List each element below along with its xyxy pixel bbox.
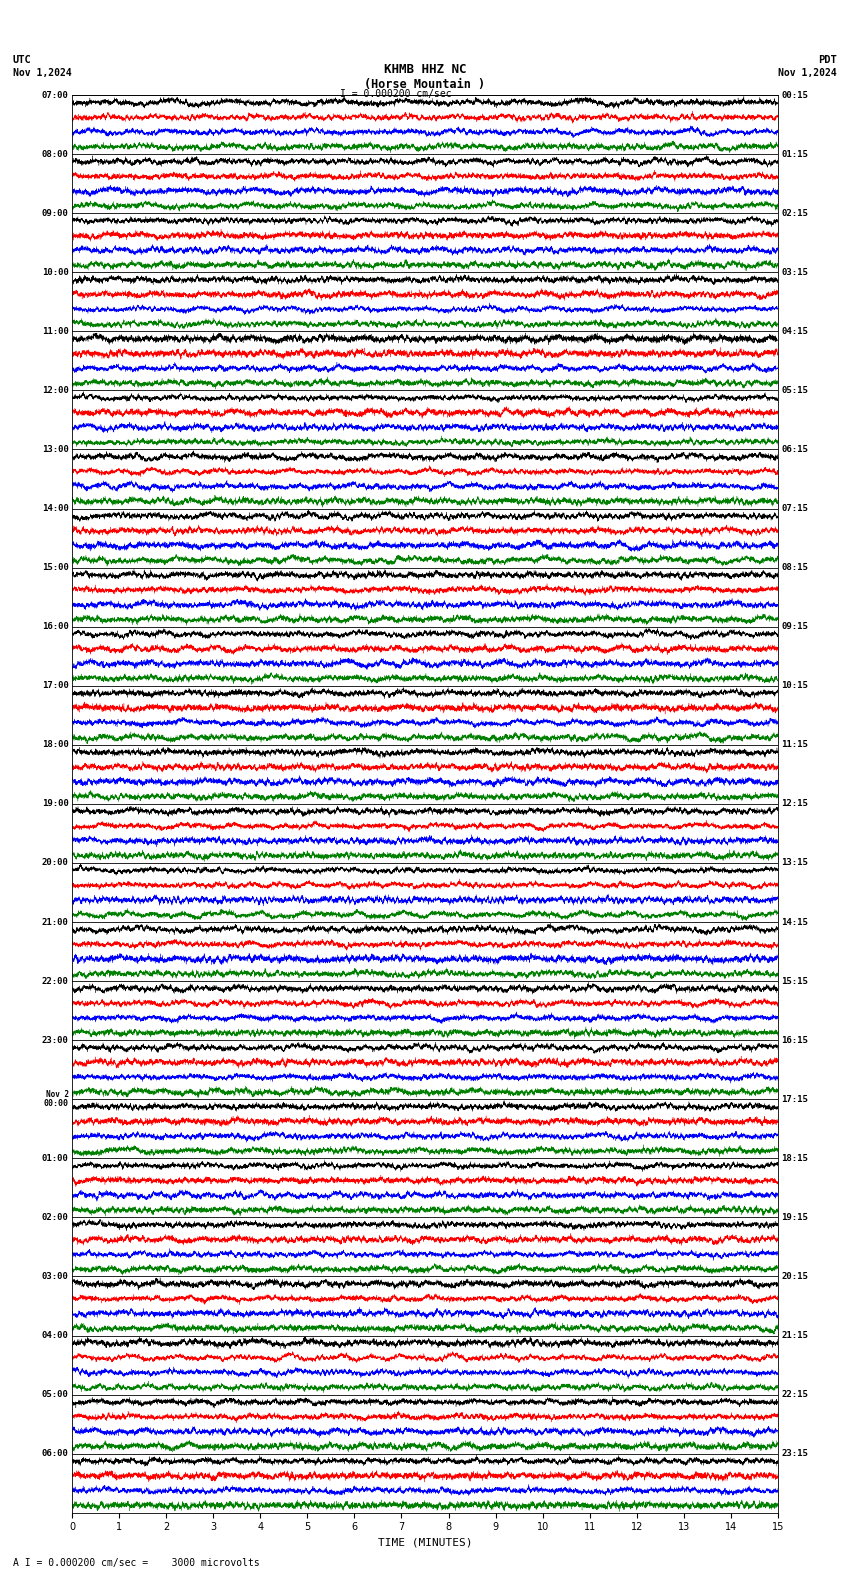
Text: 22:00: 22:00 [42, 977, 69, 985]
Text: 17:00: 17:00 [42, 681, 69, 691]
Text: 06:00: 06:00 [42, 1449, 69, 1459]
Text: 10:15: 10:15 [781, 681, 808, 691]
Text: 09:15: 09:15 [781, 623, 808, 630]
Text: 15:00: 15:00 [42, 562, 69, 572]
Text: 19:15: 19:15 [781, 1213, 808, 1221]
Text: 22:15: 22:15 [781, 1391, 808, 1399]
Text: 01:15: 01:15 [781, 149, 808, 158]
Text: 10:00: 10:00 [42, 268, 69, 277]
Text: 13:15: 13:15 [781, 859, 808, 868]
Text: 14:15: 14:15 [781, 917, 808, 927]
Text: 04:00: 04:00 [42, 1331, 69, 1340]
Text: 05:15: 05:15 [781, 386, 808, 394]
Text: I = 0.000200 cm/sec: I = 0.000200 cm/sec [340, 89, 451, 98]
Text: 06:15: 06:15 [781, 445, 808, 455]
Text: 16:15: 16:15 [781, 1036, 808, 1045]
Text: 15:15: 15:15 [781, 977, 808, 985]
Text: 00:00: 00:00 [43, 1099, 69, 1109]
Text: 05:00: 05:00 [42, 1391, 69, 1399]
Text: 14:00: 14:00 [42, 504, 69, 513]
Text: 12:15: 12:15 [781, 800, 808, 808]
Text: 20:15: 20:15 [781, 1272, 808, 1281]
Text: 09:00: 09:00 [42, 209, 69, 217]
Text: 08:00: 08:00 [42, 149, 69, 158]
Text: 03:00: 03:00 [42, 1272, 69, 1281]
Text: 21:15: 21:15 [781, 1331, 808, 1340]
Text: 17:15: 17:15 [781, 1095, 808, 1104]
Text: Nov 1,2024: Nov 1,2024 [779, 68, 837, 78]
Text: 20:00: 20:00 [42, 859, 69, 868]
Text: 21:00: 21:00 [42, 917, 69, 927]
Text: 03:15: 03:15 [781, 268, 808, 277]
Text: A I = 0.000200 cm/sec =    3000 microvolts: A I = 0.000200 cm/sec = 3000 microvolts [13, 1559, 259, 1568]
Text: PDT: PDT [819, 55, 837, 65]
Text: 18:15: 18:15 [781, 1153, 808, 1163]
Text: 11:00: 11:00 [42, 326, 69, 336]
Text: KHMB HHZ NC: KHMB HHZ NC [383, 63, 467, 76]
Text: 00:15: 00:15 [781, 90, 808, 100]
Text: Nov 2: Nov 2 [46, 1090, 69, 1099]
Text: (Horse Mountain ): (Horse Mountain ) [365, 78, 485, 90]
Text: 12:00: 12:00 [42, 386, 69, 394]
Text: 19:00: 19:00 [42, 800, 69, 808]
Text: 07:15: 07:15 [781, 504, 808, 513]
X-axis label: TIME (MINUTES): TIME (MINUTES) [377, 1538, 473, 1548]
Text: 13:00: 13:00 [42, 445, 69, 455]
Text: 01:00: 01:00 [42, 1153, 69, 1163]
Text: 02:00: 02:00 [42, 1213, 69, 1221]
Text: 18:00: 18:00 [42, 740, 69, 749]
Text: 16:00: 16:00 [42, 623, 69, 630]
Text: 11:15: 11:15 [781, 740, 808, 749]
Text: 02:15: 02:15 [781, 209, 808, 217]
Text: 07:00: 07:00 [42, 90, 69, 100]
Text: UTC: UTC [13, 55, 31, 65]
Text: 04:15: 04:15 [781, 326, 808, 336]
Text: 23:15: 23:15 [781, 1449, 808, 1459]
Text: 08:15: 08:15 [781, 562, 808, 572]
Text: Nov 1,2024: Nov 1,2024 [13, 68, 71, 78]
Text: 23:00: 23:00 [42, 1036, 69, 1045]
